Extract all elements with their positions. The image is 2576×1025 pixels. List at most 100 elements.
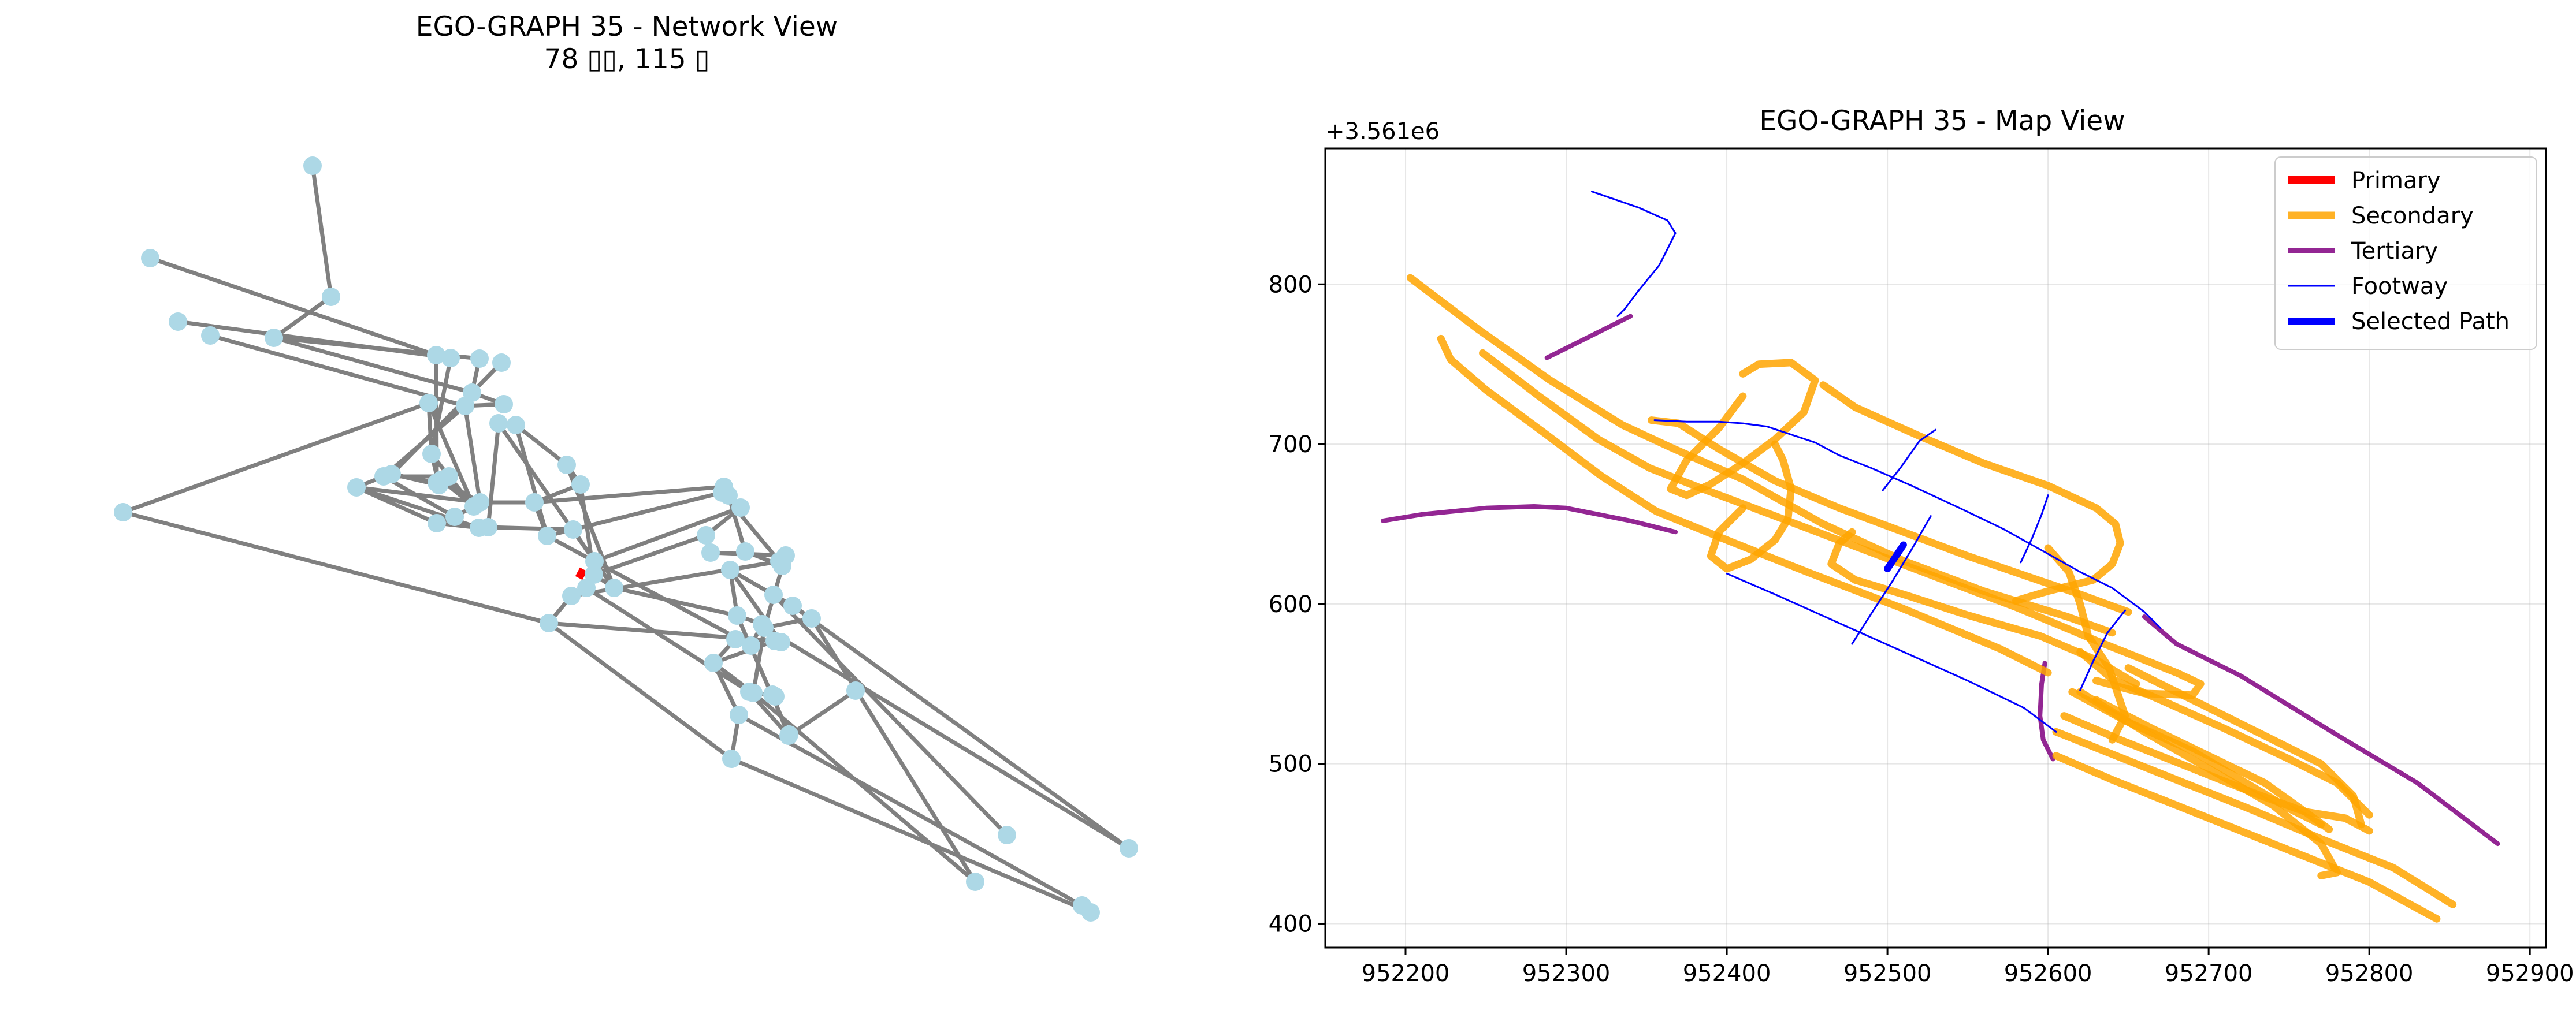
map-lines [1381, 191, 2500, 923]
graph-edge [310, 165, 333, 297]
map-panel: EGO-GRAPH 35 - Map View +3.561e6 952200 9… [1269, 105, 2574, 987]
y-tick-label: 600 [1269, 591, 1313, 618]
x-tick-label: 952300 [1522, 960, 1611, 987]
road-footway [1851, 515, 1932, 645]
graph-node [114, 503, 132, 521]
y-tick-label: 700 [1269, 431, 1313, 458]
graph-node [507, 416, 525, 434]
legend-label-tertiary: Tertiary [2351, 238, 2438, 264]
network-panel: EGO-GRAPH 35 - Network View 78 ▯▯, 115 ▯ [114, 11, 1138, 922]
graph-node [577, 579, 596, 597]
graph-node [322, 288, 340, 306]
legend-box [2274, 156, 2537, 350]
graph-node [557, 456, 576, 474]
legend-label-selected: Selected Path [2351, 308, 2510, 335]
road-secondary [2124, 664, 2365, 829]
graph-edge [787, 689, 857, 737]
graph-edge [463, 405, 482, 503]
highlighted-edge [575, 567, 588, 580]
graph-edge [712, 639, 776, 665]
x-tick-label: 952200 [1362, 960, 1450, 987]
road-footway [2079, 609, 2127, 691]
graph-edge [614, 586, 738, 618]
road-secondary [2052, 752, 2441, 923]
graph-edge [382, 474, 456, 519]
graph-node [441, 349, 460, 367]
graph-node [605, 579, 623, 597]
graph-node [966, 873, 984, 891]
graph-edge [210, 333, 466, 408]
graph-edge [534, 484, 724, 505]
x-tick-label: 952900 [2486, 960, 2574, 987]
graph-node [470, 349, 489, 368]
graph-node [141, 249, 159, 267]
graph-node [479, 518, 497, 536]
legend-label-primary: Primary [2351, 167, 2441, 194]
road-tertiary [1381, 504, 1678, 535]
graph-edge [355, 485, 438, 525]
y-tick-label: 500 [1269, 751, 1313, 778]
road-footway [1882, 428, 1936, 491]
graph-edge [149, 256, 437, 357]
graph-edge [122, 510, 549, 625]
graph-node [445, 508, 464, 526]
graph-node [1081, 903, 1100, 922]
graph-node [802, 609, 821, 628]
road-tertiary [1544, 314, 1633, 360]
graph-edge [573, 490, 723, 532]
graph-node [998, 826, 1016, 844]
x-tick-label: 952800 [2325, 960, 2414, 987]
map-title: EGO-GRAPH 35 - Map View [1759, 105, 2125, 137]
graph-edge [426, 402, 476, 508]
graph-edge [488, 525, 574, 532]
graph-edge [514, 423, 568, 467]
network-nodes [114, 156, 1138, 922]
graph-node [726, 630, 745, 648]
graph-node [755, 618, 774, 637]
graph-node [730, 706, 748, 724]
road-secondary [2052, 728, 2457, 908]
road-secondary [1437, 334, 2052, 677]
graph-edge [738, 713, 1083, 908]
graph-edge [273, 336, 473, 395]
graph-edge [593, 505, 742, 564]
graph-node [773, 557, 791, 575]
x-axis: 952200 952300 952400 952500 952600 952700 9528… [1362, 948, 2574, 987]
graph-node [697, 526, 715, 545]
graph-edge [735, 614, 791, 736]
graph-edge [546, 534, 752, 648]
x-tick-label: 952600 [2004, 960, 2092, 987]
graph-node [772, 633, 790, 651]
graph-edge [810, 617, 977, 883]
graph-node [303, 156, 322, 175]
graph-edge [772, 593, 1009, 837]
x-tick-label: 952400 [1683, 960, 1771, 987]
graph-node [721, 561, 739, 579]
graph-node [432, 471, 451, 489]
road-footway [1726, 572, 2057, 733]
graph-edge [730, 756, 1092, 915]
graph-node [846, 681, 865, 700]
graph-node [764, 586, 783, 604]
graph-node [736, 542, 754, 561]
graph-node [585, 552, 604, 571]
x-tick-label: 952700 [2165, 960, 2253, 987]
graph-node [564, 520, 582, 539]
graph-edge [272, 295, 333, 340]
graph-node [201, 326, 220, 345]
graph-edge [390, 361, 503, 476]
network-edges [122, 165, 1131, 915]
y-axis: 400 500 600 700 800 [1269, 271, 1325, 937]
graph-node [525, 493, 544, 512]
graph-edge [726, 494, 748, 553]
graph-node [428, 514, 446, 532]
network-title: EGO-GRAPH 35 - Network View [416, 11, 838, 43]
legend-label-secondary: Secondary [2351, 203, 2474, 229]
graph-edge [593, 533, 707, 577]
graph-node [728, 606, 746, 625]
graph-edge [514, 424, 549, 536]
graph-node [562, 587, 581, 605]
graph-node [495, 395, 513, 413]
y-tick-label: 400 [1269, 911, 1313, 937]
